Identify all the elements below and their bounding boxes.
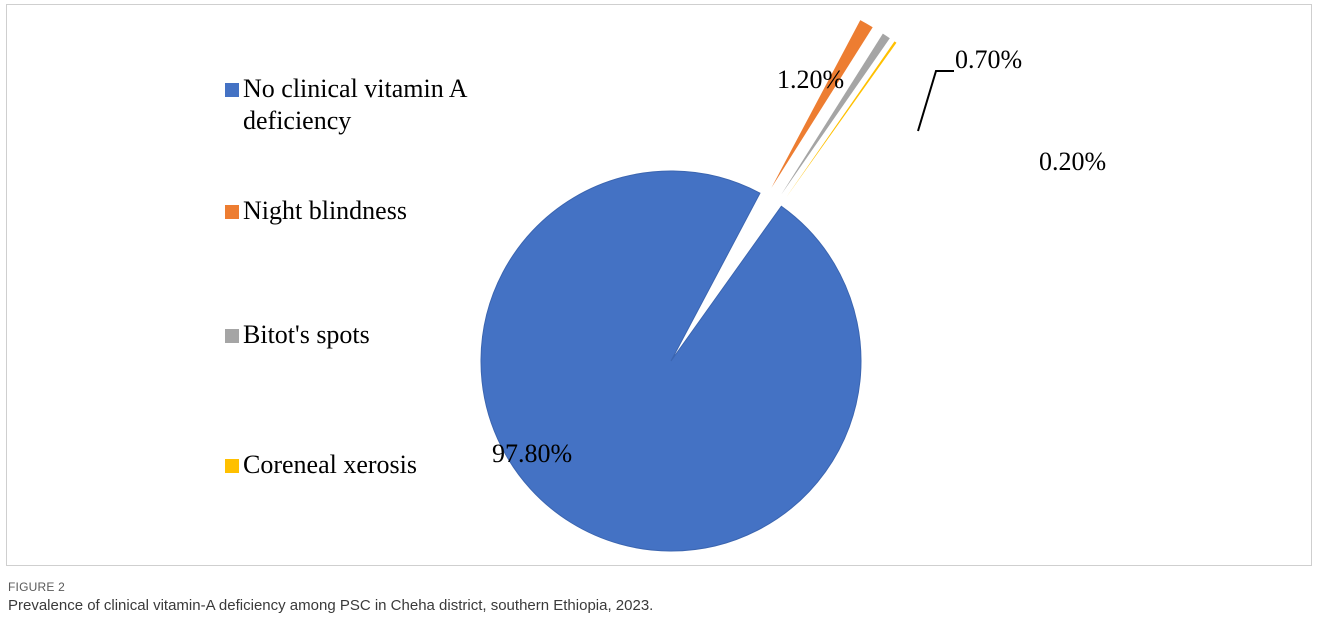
pie-slice-night-blindness: [771, 20, 873, 188]
legend-swatch-bitots-spots: [225, 329, 239, 343]
figure-number: FIGURE 2: [8, 580, 65, 594]
pie-slice-bitots-spots: [781, 33, 890, 195]
leader-line-bitots-spots: [917, 70, 954, 132]
legend-item-night-blindness: Night blindness: [225, 195, 543, 227]
legend-swatch-coreneal-xerosis: [225, 459, 239, 473]
data-label-bitots-spots: 0.70%: [955, 45, 1023, 74]
pie-slice-no-deficiency: [480, 170, 862, 552]
data-label-no-deficiency: 97.80%: [492, 439, 573, 468]
legend-label-bitots-spots: Bitot's spots: [243, 320, 370, 349]
figure-frame: No clinical vitamin A deficiency Night b…: [6, 4, 1312, 566]
pie-slice-coreneal-xerosis: [786, 41, 897, 198]
data-label-coreneal-xerosis: 0.20%: [1039, 147, 1107, 176]
data-label-night-blindness: 1.20%: [777, 65, 845, 94]
figure-caption: Prevalence of clinical vitamin-A deficie…: [8, 597, 654, 614]
legend-label-no-deficiency: No clinical vitamin A deficiency: [243, 74, 467, 135]
legend-item-bitots-spots: Bitot's spots: [225, 319, 543, 351]
pie-chart: [480, 20, 954, 552]
legend-item-no-deficiency: No clinical vitamin A deficiency: [225, 73, 543, 137]
legend-swatch-night-blindness: [225, 205, 239, 219]
pie-slices: [480, 20, 897, 552]
legend-item-coreneal-xerosis: Coreneal xerosis: [225, 449, 543, 481]
legend-label-night-blindness: Night blindness: [243, 196, 407, 225]
legend-label-coreneal-xerosis: Coreneal xerosis: [243, 450, 418, 479]
legend-swatch-no-deficiency: [225, 83, 239, 97]
